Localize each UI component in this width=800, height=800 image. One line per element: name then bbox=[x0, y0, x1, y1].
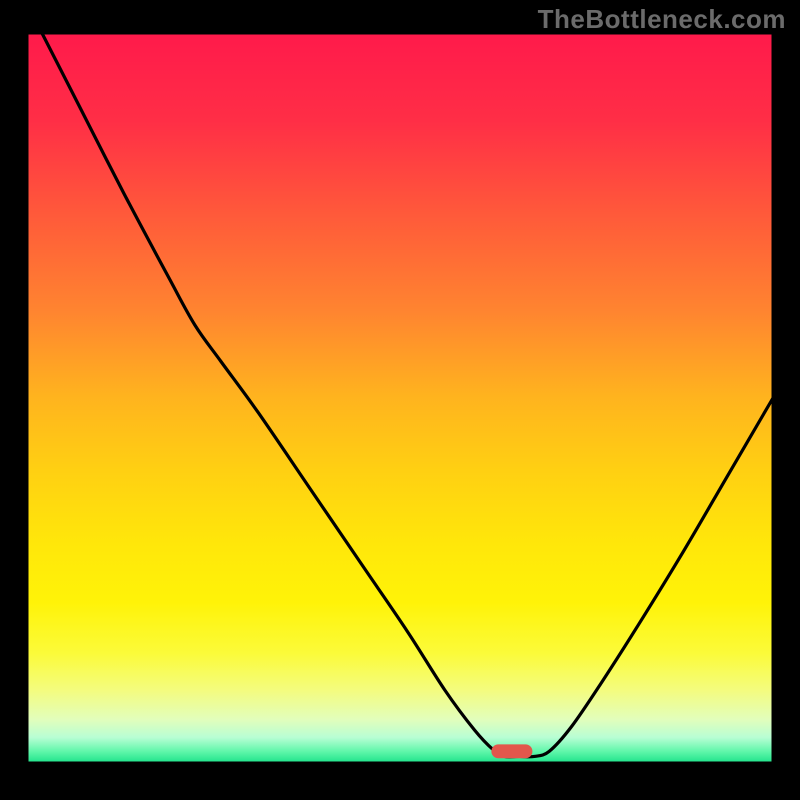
plot-svg bbox=[0, 0, 800, 800]
chart-root: TheBottleneck.com bbox=[0, 0, 800, 800]
plot-background bbox=[27, 33, 773, 763]
optimum-marker bbox=[491, 744, 532, 758]
